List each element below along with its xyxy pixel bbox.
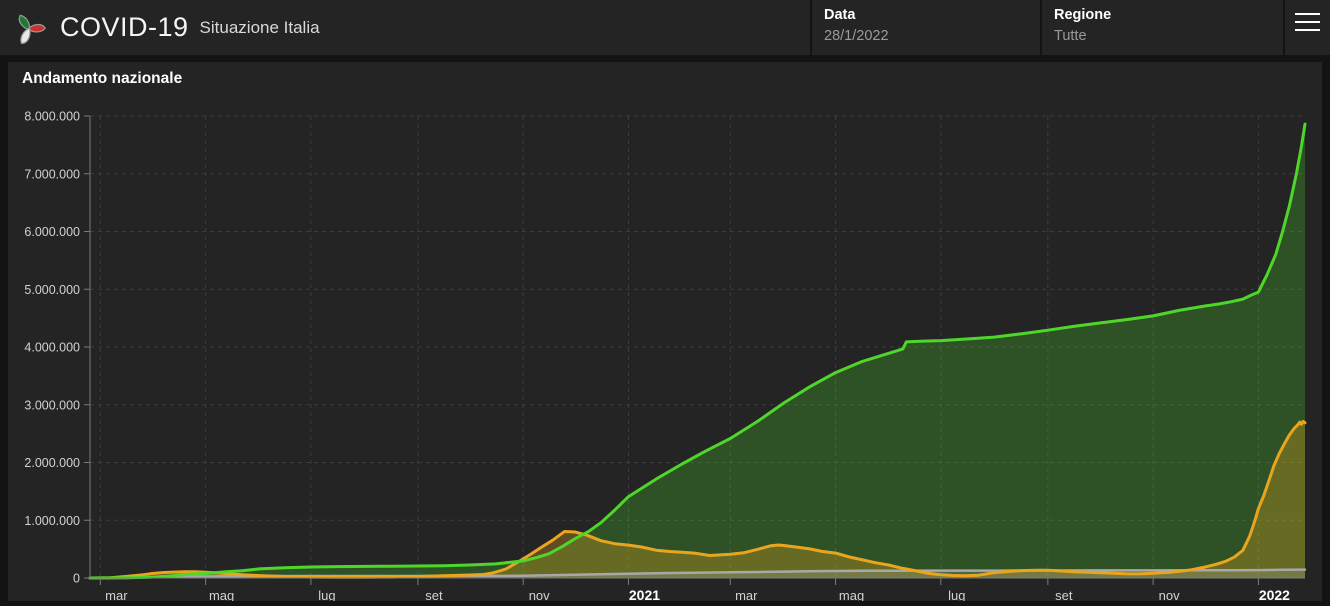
chart-canvas[interactable]: 0 1.000.000 2.000.000 3.000.000 4.000.000 5.0… — [8, 62, 1322, 603]
y-axis-tick-label: 5.000.000 — [24, 283, 80, 297]
series-orange-line — [88, 420, 1307, 580]
y-axis-tick-label: 3.000.000 — [24, 398, 80, 412]
header-field-data: Data 28/1/2022 — [810, 0, 1040, 55]
panel-title: Andamento nazionale — [22, 70, 183, 87]
y-axis-tick-label: 1.000.000 — [24, 514, 80, 528]
y-axis-tick-label: 2.000.000 — [24, 456, 80, 470]
app-title: COVID-19 — [60, 12, 189, 42]
y-axis-tick-label: 8.000.000 — [24, 110, 80, 124]
y-axis-tick-label: 6.000.000 — [24, 225, 80, 239]
series-green-area — [90, 124, 1305, 578]
y-axis-tick-label: 4.000.000 — [24, 341, 80, 355]
x-axis-tick-label: mar — [735, 588, 758, 601]
x-axis-tick-label: nov — [1159, 588, 1180, 601]
menu-button[interactable] — [1283, 0, 1330, 55]
regione-field-label: Regione — [1054, 7, 1112, 23]
data-field-value: 28/1/2022 — [824, 28, 889, 44]
app-subtitle: Situazione Italia — [199, 17, 320, 37]
x-axis-tick-label: mag — [839, 588, 864, 601]
x-axis-tick-label: lug — [318, 588, 335, 601]
x-axis-tick-label: nov — [529, 588, 550, 601]
x-axis-tick-label: set — [425, 588, 443, 601]
y-axis-tick-label: 7.000.000 — [24, 167, 80, 181]
x-axis-tick-label: lug — [948, 588, 965, 601]
brand-area: COVID-19 Situazione Italia — [0, 0, 810, 55]
x-axis-tick-label: set — [1055, 588, 1073, 601]
andamento-nazionale-panel: 0 1.000.000 2.000.000 3.000.000 4.000.000 5.0… — [8, 62, 1322, 603]
regione-field-value: Tutte — [1054, 28, 1087, 44]
x-axis-tick-label: mar — [105, 588, 128, 601]
x-axis-tick-label: 2021 — [629, 587, 660, 601]
protezione-civile-logo — [18, 14, 46, 44]
hamburger-menu-icon — [1295, 13, 1320, 37]
national-trend-chart[interactable]: 0 1.000.000 2.000.000 3.000.000 4.000.000 5.0… — [8, 62, 1322, 603]
series-green-line — [88, 122, 1307, 580]
data-field-label: Data — [824, 7, 856, 23]
app-header: COVID-19 Situazione Italia Data 28/1/202… — [0, 0, 1330, 55]
x-axis-tick-label: 2022 — [1259, 587, 1290, 601]
x-axis-tick-label: mag — [209, 588, 234, 601]
y-axis-tick-label: 0 — [73, 572, 80, 586]
header-field-regione: Regione Tutte — [1040, 0, 1283, 55]
